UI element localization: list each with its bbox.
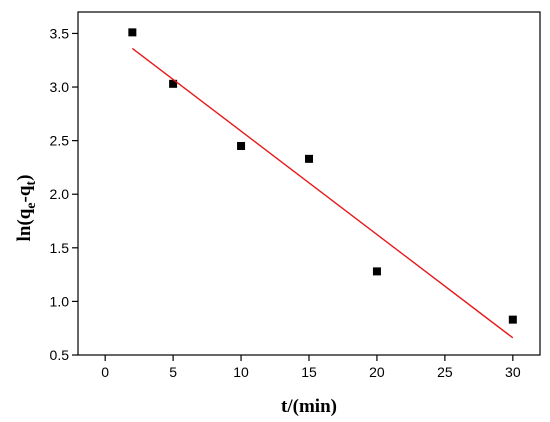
x-tick-label: 5 — [169, 364, 177, 380]
y-tick-label: 1.5 — [50, 240, 70, 256]
y-tick-label: 0.5 — [50, 347, 70, 363]
data-point — [237, 141, 246, 150]
x-tick-label: 20 — [369, 364, 385, 380]
y-tick-label: 2.0 — [50, 186, 70, 202]
fit-line — [131, 47, 514, 339]
y-tick-label: 2.5 — [50, 133, 70, 149]
y-tick-label: 3.5 — [50, 25, 70, 41]
series-layer — [128, 28, 517, 339]
y-axis-label: ln(qe-qt) — [14, 175, 39, 242]
data-point — [305, 154, 313, 163]
y-tick-label: 1.0 — [50, 293, 70, 309]
x-tick-label: 25 — [437, 364, 453, 380]
data-point — [508, 315, 517, 324]
x-tick-label: 0 — [101, 364, 109, 380]
x-tick-label: 10 — [233, 364, 249, 380]
y-axis: 0.5 1.0 1.5 2.0 2.5 3.0 3.5 — [50, 25, 78, 363]
x-axis-label: t/(min) — [281, 396, 337, 417]
data-point — [128, 28, 137, 37]
data-point — [372, 267, 381, 276]
x-tick-label: 15 — [301, 364, 317, 380]
y-tick-label: 3.0 — [50, 79, 70, 95]
x-axis: 0 5 10 15 20 25 30 — [101, 355, 521, 380]
data-point — [169, 79, 178, 88]
x-tick-label: 30 — [505, 364, 521, 380]
